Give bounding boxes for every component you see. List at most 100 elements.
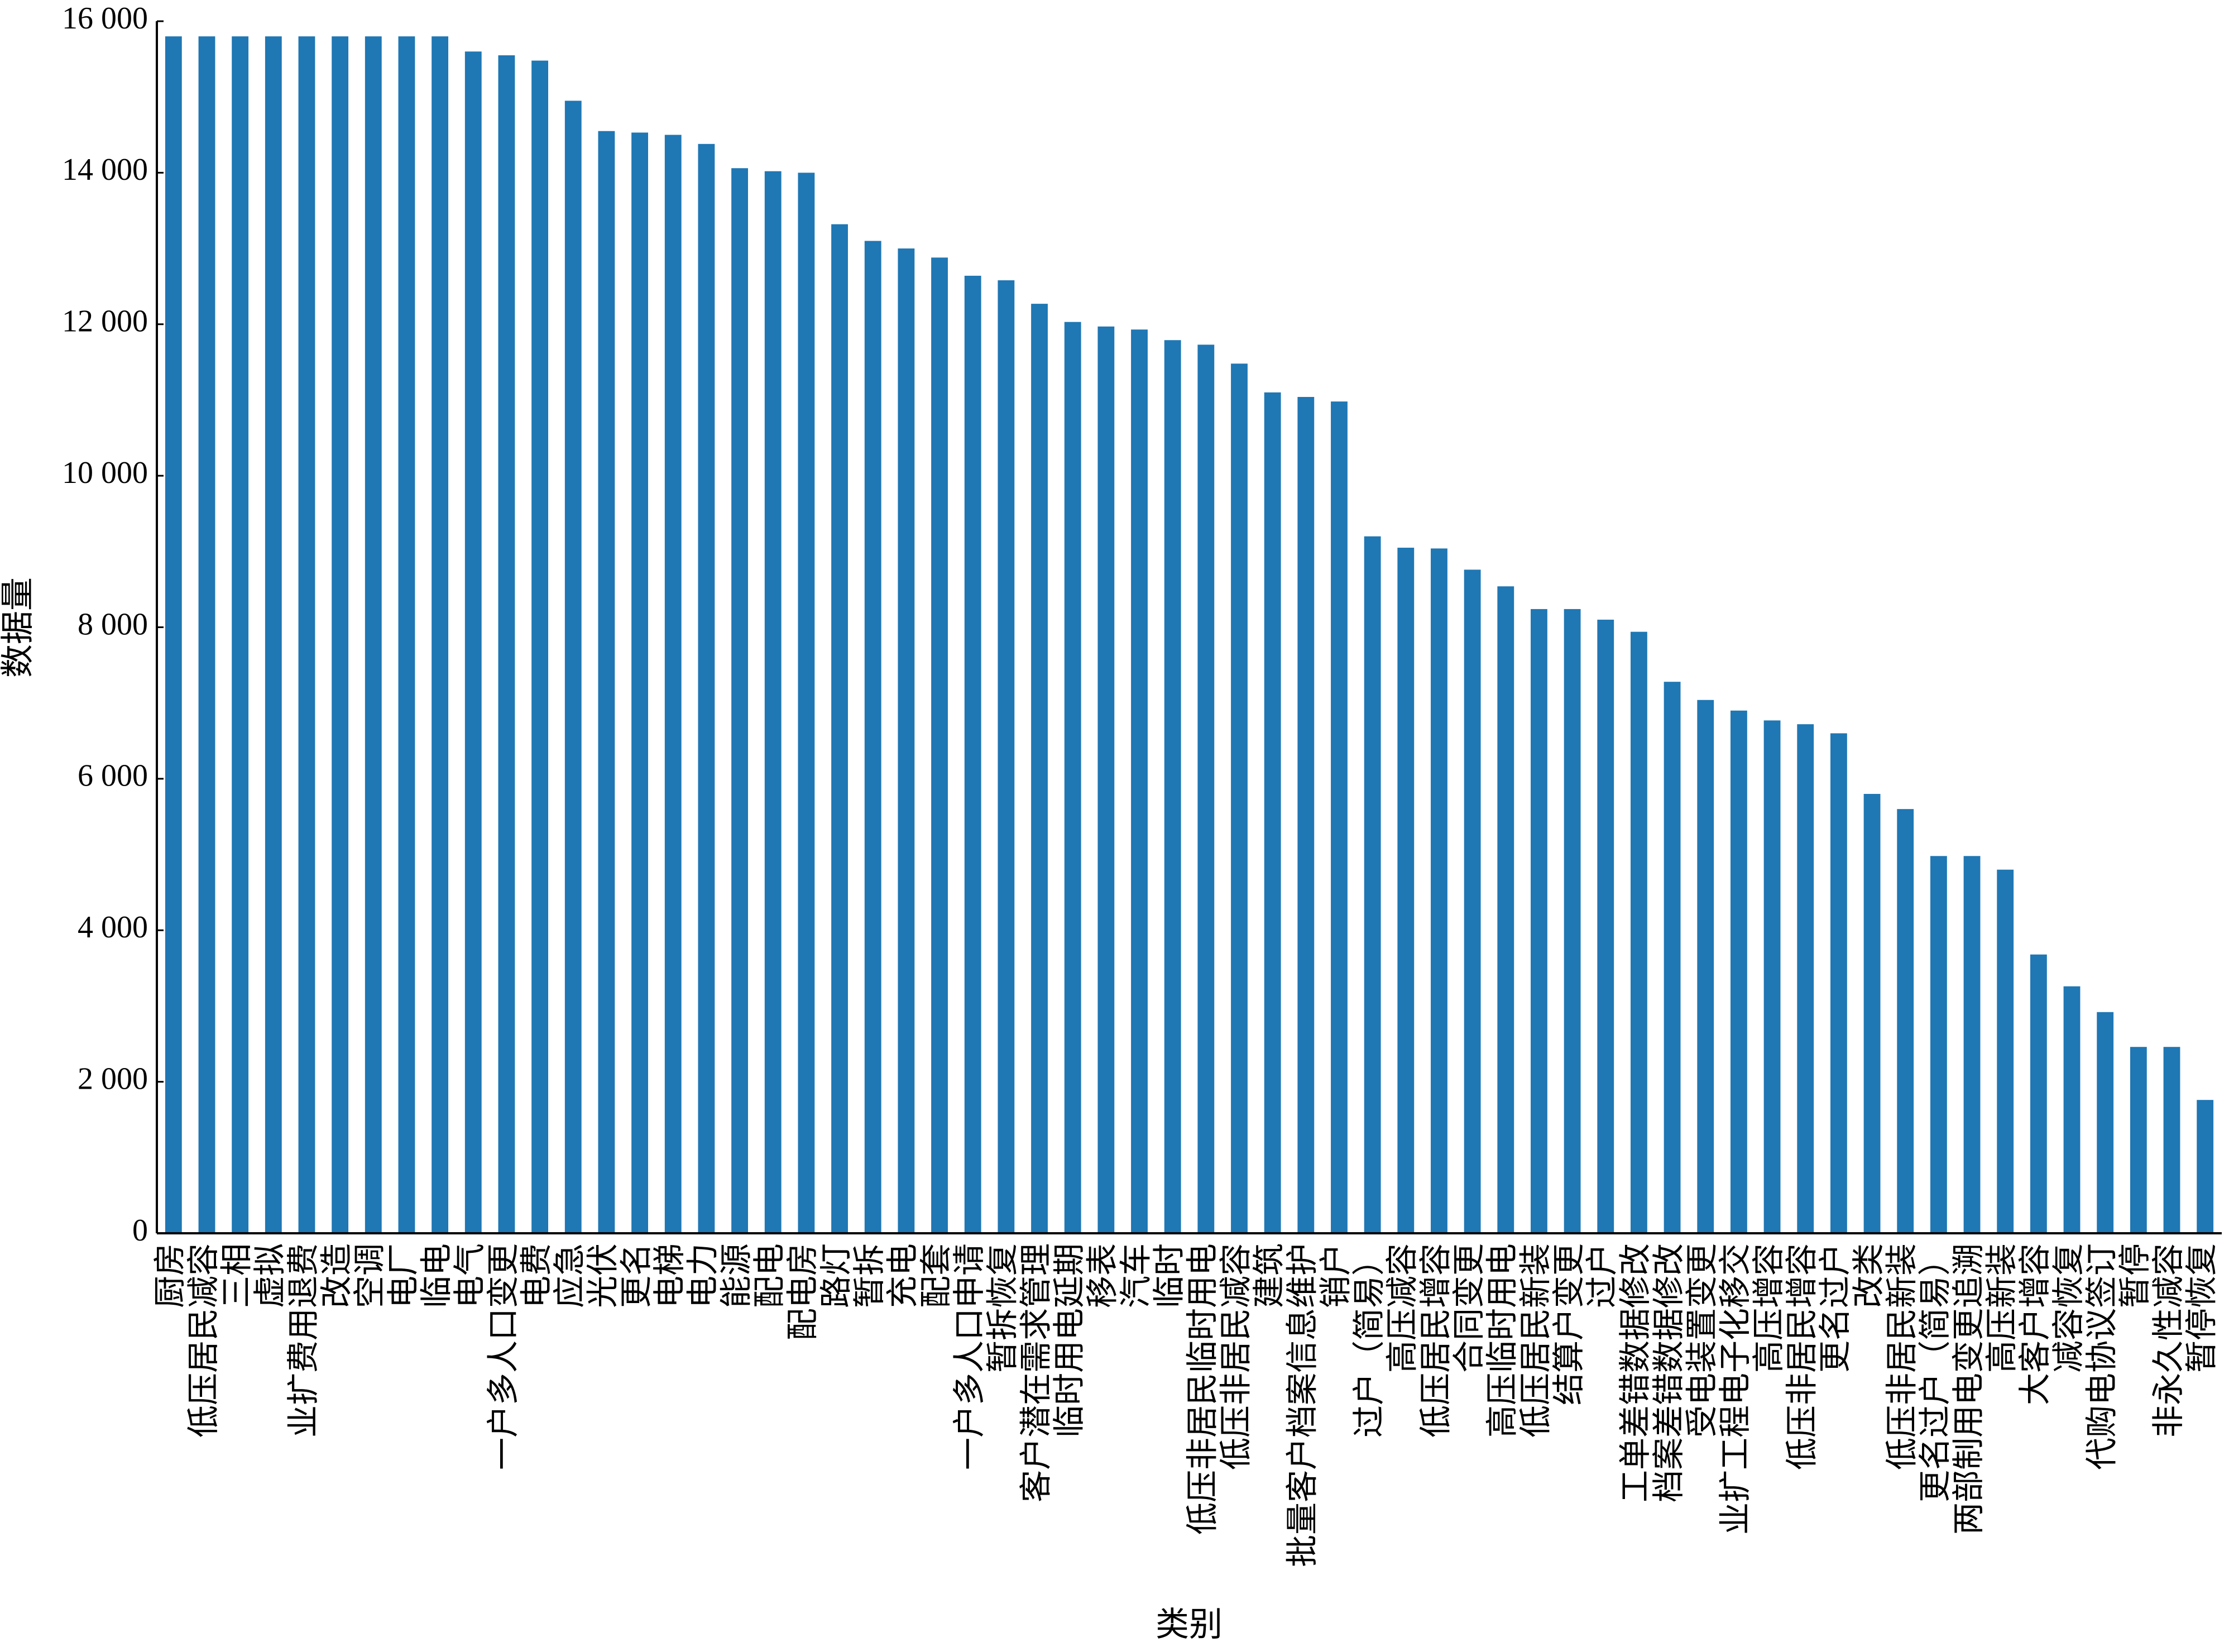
bar [1531,609,1547,1233]
bar [1031,304,1048,1233]
bar [1863,794,1881,1233]
bar [1797,724,1814,1233]
x-tick-label: 虚拟 [252,1243,288,1308]
bar [631,132,649,1233]
x-tick-label: 移表 [1085,1243,1121,1308]
bar [1497,586,1514,1233]
x-tick-label: 临时 [1151,1243,1187,1308]
y-tick-label: 16 000 [62,1,148,36]
x-tick-label: 路灯 [818,1243,854,1308]
bar [1697,700,1714,1233]
bar [698,143,715,1234]
x-tick-label: 档案差错数据修改 [1651,1243,1687,1502]
x-tick-label: 空调 [352,1243,388,1308]
bar [1830,733,1847,1233]
bar [998,280,1015,1233]
x-tick-label: 代购电协议签订 [2083,1243,2120,1470]
bar [1231,363,1248,1233]
bar [531,60,549,1233]
bar [332,36,349,1234]
x-tick-label: 更名 [618,1243,654,1308]
y-tick-label: 6 000 [78,759,148,793]
x-tick-label: 结算户变更 [1551,1243,1587,1405]
bar [1963,856,1981,1233]
bar [464,51,482,1234]
x-tick-label: 受电装置变更 [1684,1243,1720,1438]
x-tick-label: 充电 [885,1243,921,1308]
bar [1264,392,1281,1233]
x-tick-label: 一户多人口申请 [951,1243,988,1470]
x-tick-label: 电梯 [651,1243,688,1308]
x-tick-label: 高压增容 [1751,1243,1787,1373]
x-tick-label: 低压居民增容 [1417,1243,1454,1438]
bar [1331,401,1348,1233]
bar [564,100,582,1233]
x-axis-title: 类别 [1156,1606,1223,1643]
x-tick-label: 一户多人口变更 [485,1243,521,1470]
x-tick-label: 大客户增容 [2017,1243,2053,1405]
bar [898,248,915,1233]
bar [2097,1012,2114,1233]
bar [864,241,881,1233]
x-tick-label: 改类 [1851,1243,1887,1308]
bar [1197,344,1215,1233]
bar [1597,619,1614,1233]
x-tick-label: 电费 [518,1243,554,1308]
x-tick-label: 非永久性减容 [2150,1243,2187,1438]
bar [1730,710,1747,1233]
bar [2030,954,2047,1233]
bar [1464,569,1481,1234]
x-tick-label: 电气 [452,1243,488,1308]
x-tick-label: 汽车 [1118,1243,1154,1308]
bar [2197,1100,2214,1233]
bar [2163,1047,2180,1233]
bar [1364,536,1381,1233]
y-tick-label: 0 [132,1213,148,1248]
x-tick-label: 电力 [685,1243,721,1308]
x-tick-label: 低压非居民增容 [1784,1243,1820,1470]
x-tick-label: 建筑 [1251,1243,1287,1308]
bar [764,171,782,1233]
bar [198,36,215,1234]
bar [931,257,948,1234]
bar [1897,809,1914,1233]
bar [1631,631,1647,1233]
bar [731,168,748,1233]
bar [1564,609,1581,1233]
bar [432,36,449,1234]
x-tick-label: 三相 [218,1243,255,1308]
bar [1297,397,1315,1233]
x-tick-label: 业扩工程电子化移交 [1717,1243,1753,1535]
bar [1064,322,1081,1233]
x-tick-label: 能源 [718,1243,754,1308]
x-tick-label: 低压居民新装 [1517,1243,1554,1438]
bar [1131,329,1148,1234]
bar [964,275,981,1233]
x-tick-label: 两部制用电变更追溯 [1950,1243,1987,1535]
x-tick-label: 销户 [1317,1243,1354,1308]
bar [1664,682,1681,1233]
bar [498,55,515,1234]
x-tick-label: 减容恢复 [2050,1243,2087,1373]
y-tick-label: 2 000 [78,1061,148,1096]
bar [1997,869,2014,1233]
x-tick-label: 配电 [751,1243,788,1308]
x-tick-label: 高压临时用电 [1484,1243,1521,1438]
x-tick-label: 业扩费用退费 [285,1243,322,1438]
x-tick-label: 暂拆恢复 [985,1243,1021,1373]
x-tick-label: 低压非居民新装 [1884,1243,1920,1470]
bar [365,36,382,1234]
x-tick-label: 暂拆 [851,1243,888,1308]
x-tick-label: 光伏 [585,1243,621,1308]
bar [398,36,415,1234]
bar [1431,548,1447,1233]
x-tick-label: 电厂 [385,1243,421,1308]
x-tick-label: 更名过户（简易） [1917,1243,1953,1502]
bar [1397,548,1415,1234]
x-tick-label: 过户（简易） [1351,1243,1387,1438]
x-tick-label: 改造 [318,1243,354,1308]
x-tick-label: 临电 [418,1243,454,1308]
bar [664,135,682,1233]
